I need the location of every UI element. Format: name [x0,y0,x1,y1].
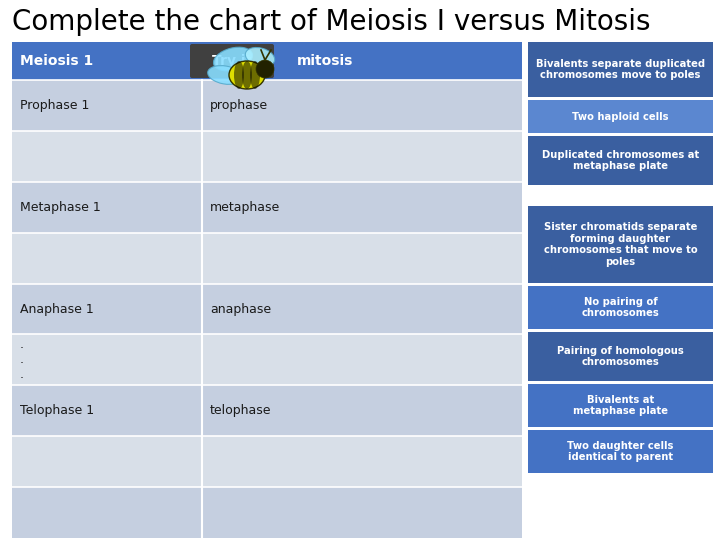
Text: Bivalents separate duplicated
chromosomes move to poles: Bivalents separate duplicated chromosome… [536,59,705,80]
Text: Try it: Try it [212,54,252,68]
Ellipse shape [207,66,243,84]
Text: Telophase 1: Telophase 1 [20,404,94,417]
Bar [12,284,202,334]
Text: Duplicated chromosomes at
metaphase plate: Duplicated chromosomes at metaphase plat… [542,150,699,171]
Text: Two haploid cells: Two haploid cells [572,111,669,122]
Bar [12,386,202,436]
Bar [202,182,522,233]
Text: Prophase 1: Prophase 1 [20,99,89,112]
Bar [528,384,713,427]
Ellipse shape [250,61,260,89]
Bar [202,233,522,284]
Bar [12,436,202,487]
Bar [528,206,713,283]
Text: No pairing of
chromosomes: No pairing of chromosomes [582,296,660,318]
Text: Complete the chart of Meiosis I versus Mitosis: Complete the chart of Meiosis I versus M… [12,8,650,36]
Text: mitosis: mitosis [297,54,354,68]
Ellipse shape [213,47,253,71]
Text: .
.
.: . . . [20,339,24,381]
Text: Pairing of homologous
chromosomes: Pairing of homologous chromosomes [557,346,684,367]
Text: telophase: telophase [210,404,271,417]
Bar [202,386,522,436]
Text: prophase: prophase [210,99,268,112]
Bar [12,182,202,233]
Bar [12,131,202,182]
Text: Meiosis 1: Meiosis 1 [20,54,94,68]
Text: metaphase: metaphase [210,201,280,214]
Bar [12,487,202,538]
Bar [528,42,713,97]
Ellipse shape [256,60,274,78]
Ellipse shape [242,61,252,89]
FancyBboxPatch shape [190,44,274,78]
Bar [12,42,522,80]
Bar [528,286,713,329]
Bar [12,80,202,131]
Ellipse shape [246,48,274,66]
Bar [202,131,522,182]
Bar [202,487,522,538]
Text: Anaphase 1: Anaphase 1 [20,302,94,315]
Bar [528,430,713,473]
Text: anaphase: anaphase [210,302,271,315]
Bar [528,332,713,381]
Ellipse shape [229,61,265,89]
Bar [202,436,522,487]
Bar [202,284,522,334]
Bar [528,136,713,185]
Bar [528,100,713,133]
Bar [12,233,202,284]
Bar [202,334,522,386]
Text: Metaphase 1: Metaphase 1 [20,201,101,214]
Text: Bivalents at
metaphase plate: Bivalents at metaphase plate [573,395,668,416]
Ellipse shape [234,61,244,89]
Bar [202,80,522,131]
Text: Two daughter cells
identical to parent: Two daughter cells identical to parent [567,441,674,462]
Text: Sister chromatids separate
forming daughter
chromosomes that move to
poles: Sister chromatids separate forming daugh… [544,222,697,267]
Bar [12,334,202,386]
